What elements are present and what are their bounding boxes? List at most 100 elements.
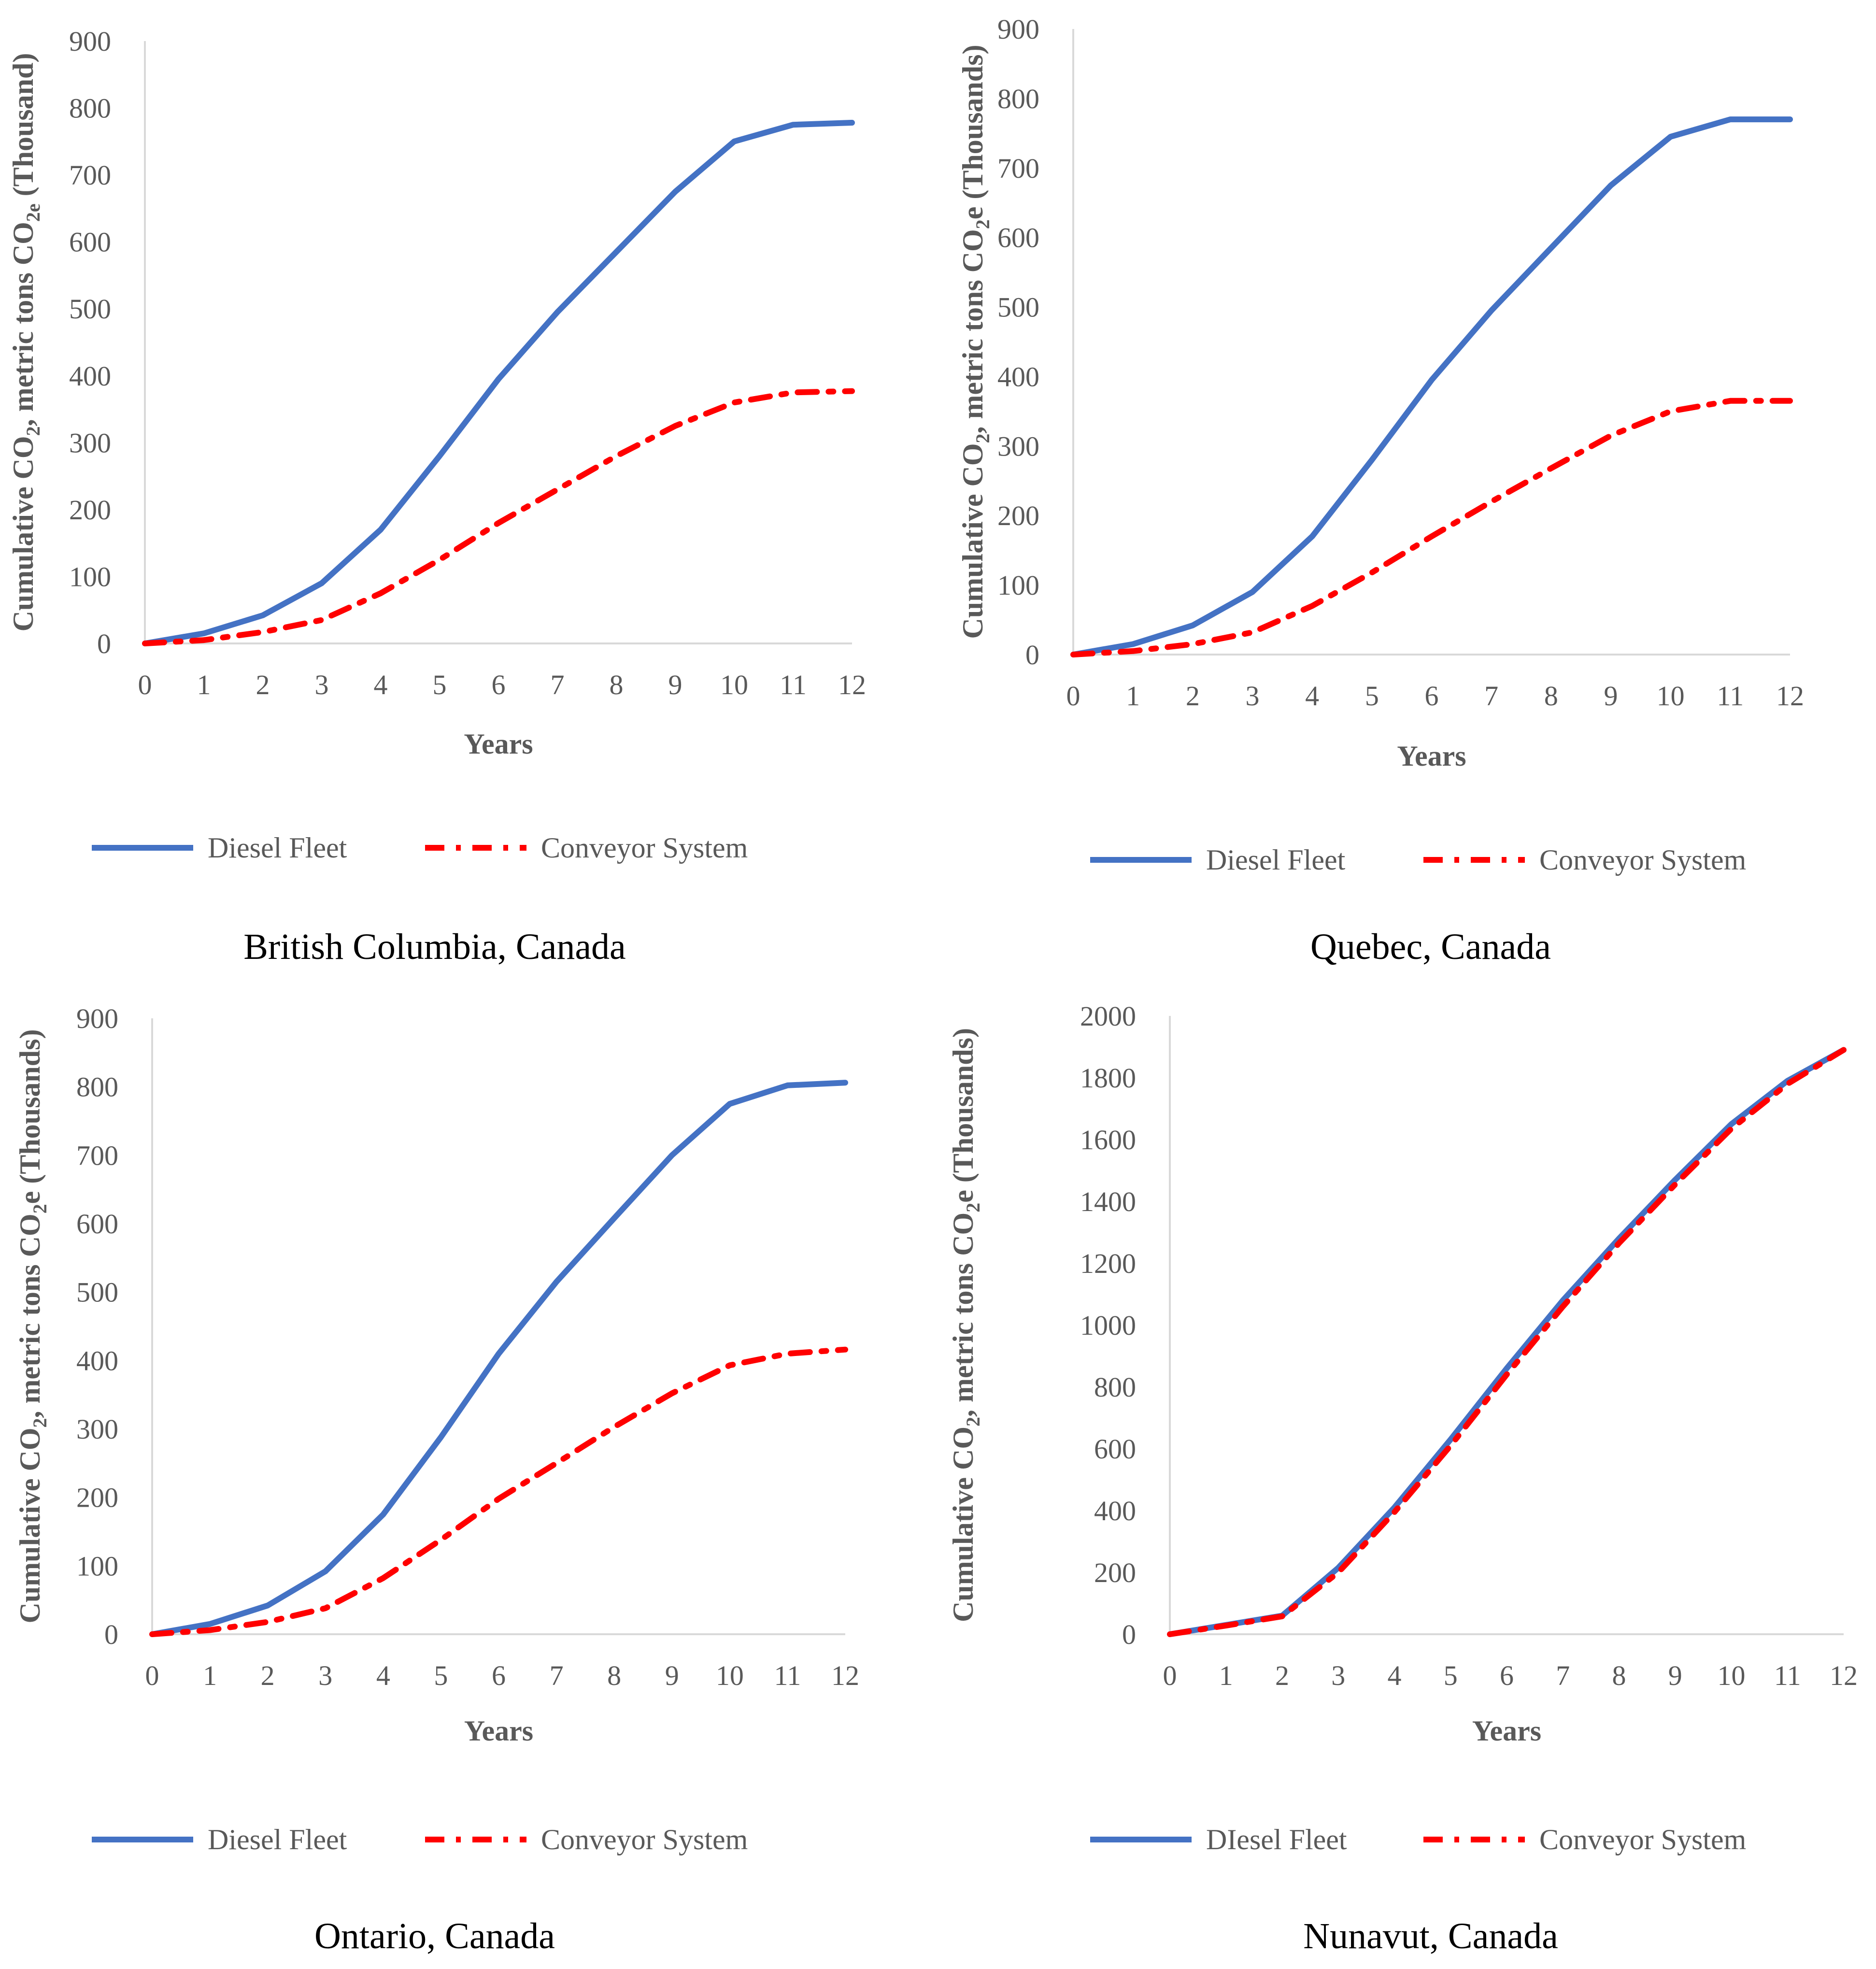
- y-tick-label: 300: [76, 1413, 118, 1445]
- chart-caption: Ontario, Canada: [314, 1916, 555, 1956]
- x-tick-label: 6: [1425, 680, 1439, 712]
- x-tick-label: 8: [1544, 680, 1558, 712]
- y-tick-label: 0: [97, 628, 111, 659]
- x-tick-label: 7: [1484, 680, 1498, 712]
- series-line-conveyor-system: [149, 1346, 848, 1637]
- x-tick-label: 10: [720, 669, 748, 700]
- x-tick-label: 2: [261, 1660, 275, 1691]
- x-tick-label: 2: [256, 669, 270, 700]
- y-tick-label: 200: [997, 500, 1039, 531]
- x-axis-title: Years: [464, 1715, 533, 1747]
- y-tick-label: 1400: [1080, 1186, 1136, 1217]
- y-tick-label: 400: [76, 1345, 118, 1376]
- x-tick-label: 10: [716, 1660, 744, 1691]
- x-tick-label: 11: [780, 669, 807, 700]
- legend-label: Diesel Fleet: [1206, 844, 1346, 876]
- x-axis-title: Years: [1397, 740, 1466, 772]
- legend-label: DIesel Fleet: [1206, 1824, 1347, 1855]
- y-tick-label: 500: [69, 293, 111, 325]
- y-tick-label: 0: [1122, 1619, 1136, 1650]
- x-tick-label: 6: [492, 1660, 506, 1691]
- x-tick-label: 0: [145, 1660, 159, 1691]
- y-tick-label: 100: [997, 570, 1039, 601]
- series-line-diesel-fleet: [149, 1080, 848, 1637]
- x-tick-label: 11: [1717, 680, 1744, 712]
- x-tick-label: 7: [1556, 1660, 1570, 1691]
- y-axis-title: Cumulative CO2, metric tons CO2e (Thousa…: [7, 53, 44, 632]
- legend-label: Conveyor System: [1539, 1824, 1746, 1855]
- y-tick-label: 200: [76, 1482, 118, 1513]
- y-tick-label: 0: [104, 1619, 118, 1650]
- y-tick-label: 1800: [1080, 1062, 1136, 1094]
- y-tick-label: 600: [76, 1208, 118, 1240]
- x-tick-label: 12: [838, 669, 866, 700]
- x-tick-label: 11: [1774, 1660, 1801, 1691]
- x-tick-label: 5: [1444, 1660, 1458, 1691]
- y-tick-label: 600: [1094, 1433, 1136, 1465]
- x-tick-label: 9: [1604, 680, 1618, 712]
- x-tick-label: 9: [665, 1660, 679, 1691]
- y-tick-label: 800: [997, 83, 1039, 114]
- x-tick-label: 7: [550, 1660, 564, 1691]
- legend-label: Conveyor System: [1539, 844, 1746, 876]
- y-tick-label: 100: [76, 1550, 118, 1582]
- chart-caption: Quebec, Canada: [1310, 927, 1551, 967]
- y-tick-label: 300: [69, 427, 111, 458]
- x-tick-label: 1: [197, 669, 211, 700]
- legend-label: Conveyor System: [541, 832, 748, 864]
- y-tick-label: 800: [76, 1071, 118, 1103]
- x-tick-label: 2: [1186, 680, 1200, 712]
- y-tick-label: 1600: [1080, 1124, 1136, 1156]
- y-tick-label: 1200: [1080, 1248, 1136, 1279]
- x-tick-label: 7: [551, 669, 565, 700]
- x-tick-label: 9: [1668, 1660, 1682, 1691]
- x-tick-label: 0: [1163, 1660, 1177, 1691]
- chart-panel-ontario: 0 100 200 300 400 500 600 700 800 900 0 1 2 3 4 5 6 7 8 9 10…: [0, 984, 938, 1969]
- series-line-diesel-fleet: [1167, 1047, 1847, 1637]
- chart-panel-british-columbia: 0 100 200 300 400 500 600 700 800 900 0 1 2 3 4 5 6 7 8 9 10…: [0, 0, 938, 984]
- chart-panel-quebec: 0 100 200 300 400 500 600 700 800 900 0 1 2 3 4 5 6 7 8 9 10…: [938, 0, 1876, 984]
- legend-label: Diesel Fleet: [208, 1824, 347, 1855]
- y-tick-label: 900: [69, 26, 111, 57]
- x-axis-title: Years: [464, 728, 533, 760]
- y-tick-label: 100: [69, 561, 111, 592]
- x-tick-label: 10: [1718, 1660, 1746, 1691]
- x-tick-label: 4: [1388, 1660, 1402, 1691]
- x-tick-label: 2: [1275, 1660, 1289, 1691]
- y-tick-label: 400: [1094, 1495, 1136, 1527]
- y-tick-label: 800: [69, 93, 111, 124]
- y-axis-title: Cumulative CO2, metric tons CO2e (Thousa…: [957, 44, 994, 639]
- y-tick-label: 500: [997, 292, 1039, 323]
- x-tick-label: 4: [1305, 680, 1319, 712]
- y-tick-label: 400: [69, 360, 111, 392]
- y-tick-label: 900: [997, 14, 1039, 45]
- x-tick-label: 0: [138, 669, 152, 700]
- y-tick-label: 300: [997, 430, 1039, 462]
- y-axis-title: Cumulative CO2, metric tons CO2e (Thousa…: [14, 1029, 51, 1623]
- x-tick-label: 9: [668, 669, 682, 700]
- x-tick-label: 12: [831, 1660, 859, 1691]
- x-tick-label: 8: [610, 669, 624, 700]
- x-tick-label: 4: [376, 1660, 390, 1691]
- x-tick-label: 3: [315, 669, 329, 700]
- series-line-diesel-fleet: [1070, 116, 1793, 657]
- chart-caption: Nunavut, Canada: [1303, 1916, 1558, 1956]
- x-tick-label: 12: [1830, 1660, 1858, 1691]
- x-tick-label: 5: [433, 669, 447, 700]
- series-line-conveyor-system: [1070, 398, 1793, 657]
- series-line-conveyor-system: [142, 388, 855, 646]
- x-tick-label: 5: [434, 1660, 448, 1691]
- y-tick-label: 200: [69, 494, 111, 526]
- x-tick-label: 5: [1365, 680, 1379, 712]
- y-tick-label: 900: [76, 1003, 118, 1034]
- y-tick-label: 700: [76, 1140, 118, 1171]
- x-tick-label: 1: [203, 1660, 217, 1691]
- y-tick-label: 2000: [1080, 1000, 1136, 1032]
- y-axis-title: Cumulative CO2, metric tons CO2e (Thousa…: [947, 1028, 984, 1622]
- series-line-conveyor-system: [1167, 1047, 1847, 1637]
- x-tick-label: 8: [1612, 1660, 1626, 1691]
- x-tick-label: 1: [1219, 1660, 1233, 1691]
